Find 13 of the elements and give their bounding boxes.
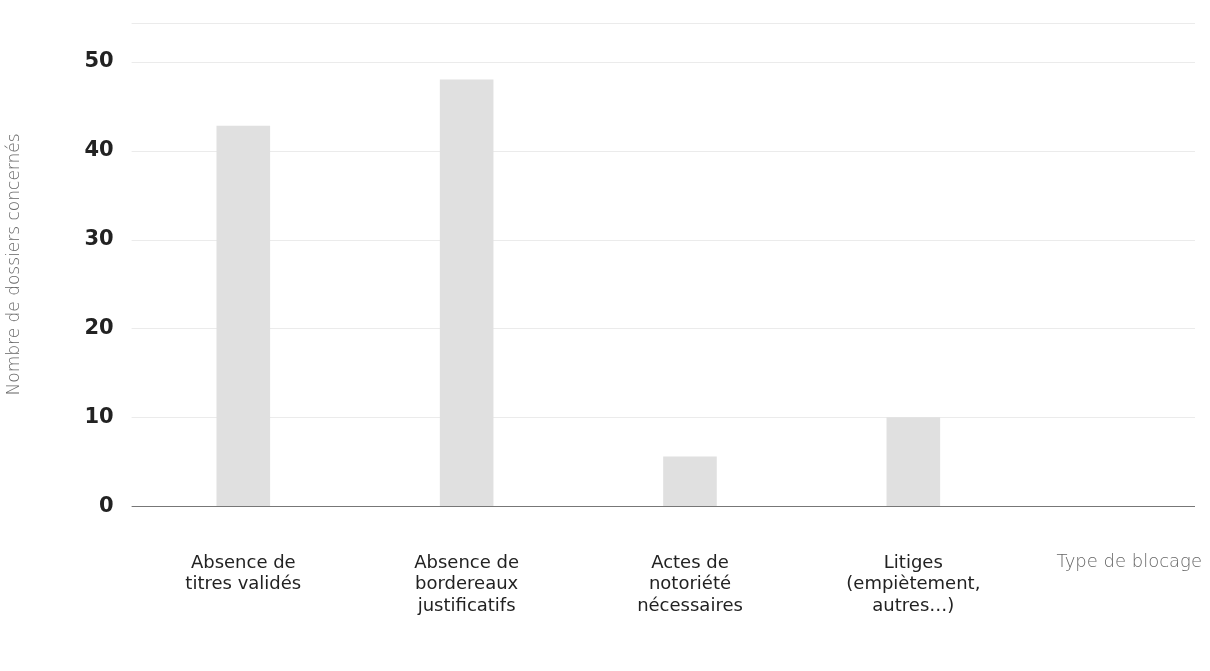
y-tick-label: 40: [84, 137, 114, 162]
y-tick-label: 20: [84, 314, 114, 339]
y-tick-label: 10: [84, 403, 114, 428]
y-tick-label: 0: [99, 492, 114, 517]
y-axis-title: Nombre de dossiers concernés: [2, 133, 23, 396]
x-tick-label: Actes de notoriété nécessaires: [637, 550, 743, 615]
bar: [663, 456, 717, 507]
x-tick-label: Absence de titres validés: [185, 550, 302, 594]
x-tick-label: Absence de bordereaux justificatifs: [414, 550, 520, 615]
y-tick-label: 30: [84, 225, 114, 250]
y-tick-label: 50: [84, 48, 114, 73]
x-axis-title: Type de blocage: [1056, 549, 1202, 571]
x-tick-label: Litiges (empiètement, autres…): [846, 550, 981, 615]
